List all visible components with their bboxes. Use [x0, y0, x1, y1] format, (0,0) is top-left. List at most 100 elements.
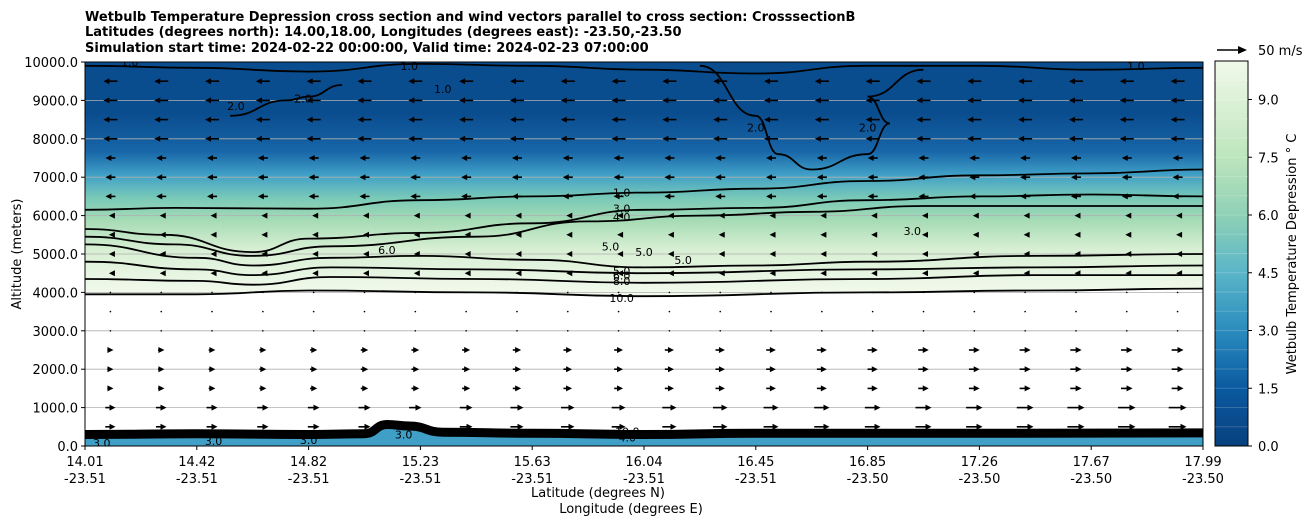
- wind-vector-head: [1172, 155, 1179, 161]
- wind-vector: [108, 270, 115, 277]
- wind-vector: [210, 212, 217, 219]
- wind-vector-head: [972, 270, 979, 277]
- wind-vector-head: [820, 231, 827, 238]
- wind-vector: [816, 366, 827, 373]
- wind-vector: [867, 174, 878, 181]
- wind-vector-head: [922, 251, 928, 257]
- quiver-key-arrow: [1238, 46, 1247, 54]
- wind-vector: [667, 251, 674, 257]
- wind-vector-head: [359, 155, 366, 161]
- wind-vector: [1125, 251, 1132, 257]
- wind-vector: [816, 193, 827, 200]
- wind-vector-head: [509, 135, 516, 142]
- wind-vector: [916, 78, 931, 85]
- contour-line: [85, 274, 1203, 286]
- wind-vector: [261, 212, 268, 219]
- wind-vector-head: [109, 404, 116, 411]
- contour-line: [85, 62, 1203, 75]
- wind-vector: [814, 116, 829, 123]
- wind-vector: [613, 174, 624, 181]
- wind-vector-head: [816, 193, 823, 200]
- wind-vector: [107, 366, 114, 373]
- wind-vector: [712, 404, 728, 411]
- wind-vector-head: [617, 385, 624, 392]
- wind-vector: [257, 174, 268, 181]
- wind-vector-head: [413, 231, 420, 238]
- colorbar-tick-label: 4.5: [1258, 267, 1279, 282]
- wind-vector-head: [1024, 385, 1031, 392]
- wind-vector-head: [976, 404, 983, 411]
- wind-vector-head: [617, 212, 624, 219]
- wind-vector-head: [515, 385, 522, 392]
- wind-vector: [719, 310, 722, 313]
- wind-vector: [972, 270, 979, 277]
- wind-vector: [207, 193, 218, 200]
- wind-vector: [769, 251, 776, 257]
- wind-vector-head: [461, 155, 468, 161]
- wind-vector-head: [1125, 231, 1132, 238]
- chart-title-line3: Simulation start time: 2024-02-22 00:00:…: [85, 41, 649, 56]
- contour-line: [85, 193, 1203, 254]
- wind-vector-head: [713, 97, 720, 104]
- wind-vector-head: [515, 270, 522, 277]
- wind-vector: [210, 251, 217, 257]
- wind-vector-head: [871, 231, 878, 238]
- wind-vector-head: [308, 193, 315, 200]
- y-axis-label: Altitude (meters): [10, 199, 25, 310]
- wind-vector: [816, 347, 827, 353]
- wind-vector-head: [261, 251, 268, 257]
- wind-vector: [561, 423, 575, 430]
- wind-vector: [1125, 291, 1128, 294]
- wind-vector: [259, 347, 267, 353]
- wind-vector: [613, 193, 624, 200]
- wind-vector-head: [107, 366, 114, 373]
- wind-vector: [1176, 330, 1179, 332]
- wind-vector-head: [1126, 385, 1133, 392]
- wind-vector: [865, 97, 880, 104]
- wind-vector-head: [670, 423, 677, 430]
- wind-vector-head: [820, 366, 827, 373]
- wind-vector: [968, 385, 980, 392]
- wind-vector: [562, 155, 573, 161]
- wind-vector-head: [255, 78, 262, 85]
- wind-vector: [160, 330, 163, 332]
- contour-label: 3.0: [300, 434, 318, 447]
- wind-vector-head: [464, 212, 471, 219]
- wind-vector: [511, 174, 522, 181]
- wind-vector-head: [1018, 135, 1025, 142]
- wind-vector-head: [466, 404, 473, 411]
- wind-vector: [357, 135, 372, 142]
- wind-vector: [1125, 330, 1128, 332]
- wind-vector: [668, 330, 671, 332]
- wind-vector: [561, 404, 575, 411]
- wind-vector: [516, 291, 518, 294]
- wind-vector: [871, 310, 874, 313]
- wind-vector: [821, 310, 823, 313]
- wind-vector: [1024, 291, 1026, 294]
- wind-vector: [312, 251, 319, 257]
- wind-vector: [770, 330, 772, 332]
- wind-vector-head: [560, 116, 567, 123]
- x-tick-label-lon: -23.51: [623, 472, 665, 487]
- wind-vector-head: [312, 231, 319, 238]
- wind-vector-head: [667, 231, 674, 238]
- wind-vector: [159, 251, 166, 257]
- wind-vector-head: [823, 404, 830, 411]
- wind-vector: [664, 155, 675, 161]
- wind-vector: [1121, 174, 1132, 181]
- contour-label: 1.0: [1127, 60, 1145, 73]
- wind-vector: [103, 97, 118, 104]
- wind-vector: [465, 330, 467, 332]
- wind-vector: [715, 193, 726, 200]
- wind-vector-head: [667, 385, 674, 392]
- wind-vector: [308, 174, 319, 181]
- wind-vector-head: [108, 251, 115, 257]
- wind-vector-head: [362, 347, 369, 353]
- wind-vector: [867, 347, 878, 353]
- wind-vector: [255, 97, 270, 104]
- wind-vector: [613, 155, 624, 161]
- wind-vector: [820, 231, 827, 238]
- wind-vector-head: [464, 385, 471, 392]
- wind-vector-head: [359, 193, 366, 200]
- wind-vector: [462, 347, 471, 353]
